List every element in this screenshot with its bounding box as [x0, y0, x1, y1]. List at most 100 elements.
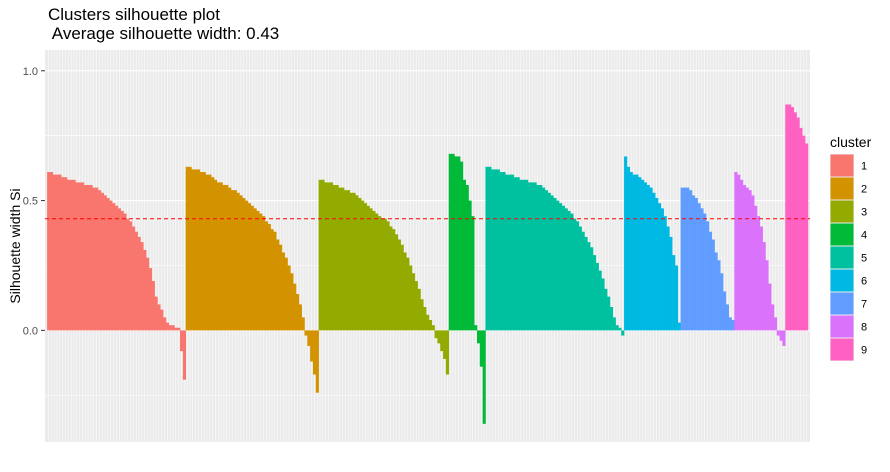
- silhouette-bar: [454, 156, 458, 331]
- silhouette-bar: [253, 208, 257, 331]
- silhouette-bar: [759, 226, 763, 331]
- silhouette-bar: [114, 205, 119, 331]
- silhouette-bar: [318, 179, 322, 331]
- silhouette-bar: [595, 262, 599, 331]
- silhouette-bar: [205, 174, 209, 331]
- silhouette-bar: [476, 330, 481, 344]
- silhouette-bar: [406, 257, 410, 331]
- silhouette-bar: [378, 216, 382, 331]
- silhouette-bar: [61, 177, 65, 331]
- silhouette-bar: [773, 317, 778, 331]
- silhouette-bar: [742, 184, 746, 331]
- silhouette-bar: [366, 205, 370, 331]
- silhouette-bar: [694, 197, 698, 331]
- silhouette-bar: [295, 294, 300, 331]
- silhouette-bar: [310, 330, 314, 362]
- silhouette-bar: [660, 208, 664, 331]
- silhouette-bar: [771, 304, 775, 331]
- chart-subtitle: Average silhouette width: 0.43: [48, 24, 280, 43]
- silhouette-bar: [609, 307, 614, 331]
- silhouette-bar: [587, 242, 591, 331]
- silhouette-bar: [657, 203, 662, 331]
- silhouette-bar: [389, 226, 393, 331]
- legend-swatch: [830, 246, 854, 269]
- silhouette-bar: [140, 242, 144, 331]
- silhouette-bar: [522, 179, 526, 331]
- silhouette-bar: [236, 192, 240, 331]
- silhouette-bar: [615, 325, 619, 331]
- silhouette-bar: [756, 216, 761, 331]
- silhouette-bar: [191, 169, 195, 331]
- silhouette-bar: [154, 296, 158, 331]
- silhouette-bar: [131, 226, 136, 331]
- silhouette-bar: [58, 174, 62, 331]
- silhouette-bar: [315, 330, 319, 393]
- silhouette-bar: [222, 184, 226, 331]
- silhouette-bar: [510, 174, 515, 331]
- silhouette-bar: [312, 330, 317, 375]
- silhouette-bar: [163, 317, 167, 331]
- silhouette-bar: [95, 187, 99, 331]
- silhouette-bar: [75, 182, 79, 331]
- legend-swatch: [830, 292, 854, 315]
- silhouette-bar: [754, 205, 758, 331]
- silhouette-bar: [349, 192, 353, 331]
- silhouette-bar: [527, 182, 532, 331]
- silhouette-bar: [465, 184, 469, 331]
- silhouette-bar: [578, 226, 582, 331]
- silhouette-bar: [805, 143, 809, 331]
- silhouette-bar: [55, 174, 59, 331]
- silhouette-bar: [420, 299, 424, 331]
- silhouette-bar: [457, 156, 461, 331]
- silhouette-bar: [592, 255, 597, 331]
- silhouette-bar: [768, 283, 772, 331]
- silhouette-bar: [228, 187, 232, 331]
- silhouette-bar: [725, 304, 729, 331]
- silhouette-bar: [47, 172, 51, 331]
- legend: cluster 1 2 3 4 5 6 7 8 9: [830, 134, 872, 361]
- legend-swatch: [830, 269, 854, 292]
- silhouette-bar: [259, 213, 263, 331]
- silhouette-bar: [479, 330, 483, 367]
- y-axis: 0.0 0.5 1.0: [23, 66, 45, 337]
- silhouette-bar: [544, 190, 548, 331]
- silhouette-bar: [185, 166, 189, 331]
- y-tick-label: 0.5: [23, 196, 38, 208]
- silhouette-bar: [677, 322, 681, 331]
- silhouette-bar: [92, 187, 96, 331]
- silhouette-bar: [270, 229, 274, 331]
- silhouette-bar: [194, 169, 198, 331]
- legend-swatch: [830, 223, 854, 246]
- silhouette-bar: [655, 197, 659, 331]
- silhouette-bar: [649, 187, 653, 331]
- silhouette-bar: [417, 288, 421, 331]
- silhouette-bar: [352, 192, 356, 331]
- silhouette-bar: [751, 195, 755, 331]
- silhouette-bar: [81, 182, 85, 331]
- silhouette-bar: [380, 218, 384, 331]
- silhouette-bar: [392, 229, 396, 331]
- silhouette-bar: [66, 179, 71, 331]
- silhouette-bar: [426, 314, 430, 331]
- silhouette-bar: [607, 296, 611, 331]
- silhouette-bar: [146, 257, 150, 331]
- silhouette-bar: [202, 172, 206, 331]
- silhouette-bar: [83, 184, 88, 331]
- silhouette-bar: [573, 218, 577, 331]
- silhouette-bar: [171, 325, 175, 331]
- silhouette-bar: [103, 195, 107, 331]
- silhouette-bar: [52, 174, 56, 331]
- silhouette-bar: [714, 252, 718, 331]
- y-axis-title: Silhouette width Si: [7, 188, 23, 303]
- silhouette-bar: [341, 187, 345, 331]
- silhouette-bar: [230, 190, 235, 331]
- silhouette-bar: [324, 182, 328, 331]
- silhouette-bar: [782, 330, 786, 346]
- silhouette-bar: [293, 283, 297, 331]
- silhouette-bar: [700, 208, 704, 331]
- silhouette-bar: [776, 330, 780, 336]
- silhouette-bar: [129, 221, 133, 331]
- silhouette-bar: [553, 197, 557, 331]
- y-tick-label: 1.0: [23, 66, 38, 78]
